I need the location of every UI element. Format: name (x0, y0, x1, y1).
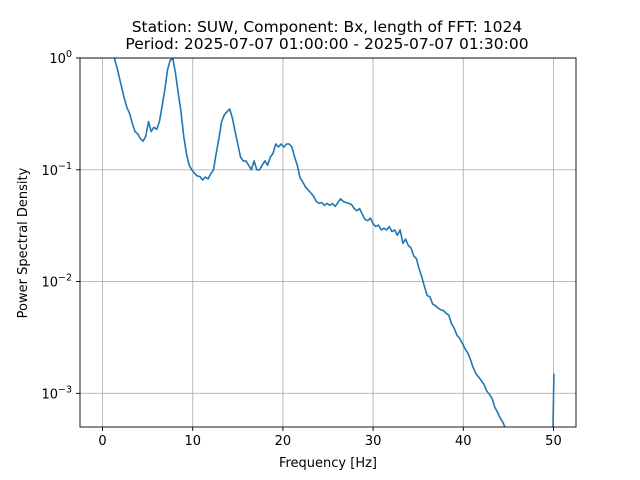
y-tick-label: 100 (49, 49, 72, 67)
x-tick-label: 20 (275, 434, 292, 449)
y-axis-label: Power Spectral Density (16, 167, 31, 318)
grid (80, 57, 576, 427)
x-tick-label: 50 (545, 434, 562, 449)
series-layer (113, 58, 555, 427)
y-tick-label: 10−2 (41, 273, 72, 291)
plot-frame (79, 57, 577, 428)
y-tick-label: 10−3 (41, 384, 72, 402)
y-tick-label: 10−1 (41, 161, 72, 179)
chart-title-line-1: Station: SUW, Component: Bx, length of F… (132, 18, 523, 36)
psd-series-line (552, 373, 555, 427)
x-tick-label: 10 (184, 434, 201, 449)
x-axis-label: Frequency [Hz] (279, 456, 377, 471)
psd-series-line (113, 58, 506, 427)
ticks: 0 10 20 30 40 50 10−3 10−2 10−1 100 (41, 49, 561, 449)
x-tick-label: 30 (365, 434, 382, 449)
x-tick-label: 40 (455, 434, 472, 449)
x-tick-label: 0 (98, 434, 106, 449)
chart-title-line-2: Period: 2025-07-07 01:00:00 - 2025-07-07… (125, 35, 528, 53)
